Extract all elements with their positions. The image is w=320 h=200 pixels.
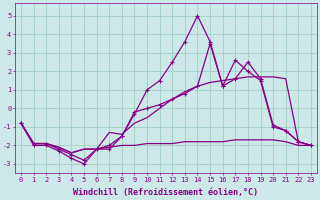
X-axis label: Windchill (Refroidissement éolien,°C): Windchill (Refroidissement éolien,°C) — [74, 188, 259, 197]
